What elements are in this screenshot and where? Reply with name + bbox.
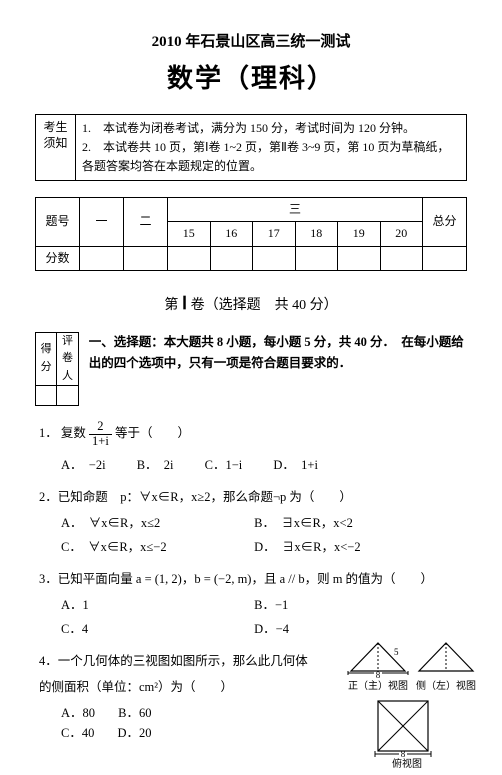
scorer-blank bbox=[36, 386, 57, 406]
scorer-blank bbox=[57, 386, 78, 406]
q3-opt-b: B．−1 bbox=[254, 595, 404, 615]
q2-opt-b: B． ∃x∈R，x<2 bbox=[254, 513, 404, 533]
question-2: 2．已知命题 p：∀x∈R，x≥2，那么命题¬p 为（ ） A． ∀x∈R，x≤… bbox=[35, 487, 467, 557]
q4-text: 一个几何体的三视图如图所示，那么此几何体 bbox=[58, 654, 308, 668]
q4-num: 4． bbox=[39, 654, 58, 668]
section-suffix: 卷（选择题 共 40 分） bbox=[191, 298, 338, 313]
score-col-1: 一 bbox=[80, 198, 124, 246]
scorer-col-2: 评卷人 bbox=[57, 332, 78, 386]
score-table: 题号 一 二 三 总分 15 16 17 18 19 20 分数 bbox=[35, 197, 467, 271]
svg-text:8: 8 bbox=[401, 749, 406, 757]
score-sub-20: 20 bbox=[380, 222, 423, 246]
notice-item-1: 1. 本试卷为闭卷考试，满分为 150 分，考试时间为 120 分钟。 bbox=[82, 119, 460, 138]
score-blank bbox=[295, 246, 338, 270]
q4-diagrams: 8 5 正（主）视图 侧（左）视图 bbox=[337, 639, 477, 773]
section-instructions: 一、选择题：本大题共 8 小题，每小题 5 分，共 40 分． 在每小题给出的四… bbox=[89, 332, 467, 375]
q3-opt-a: A．1 bbox=[61, 595, 211, 615]
square-top-icon: 8 bbox=[372, 699, 434, 757]
score-sub-19: 19 bbox=[338, 222, 381, 246]
score-blank bbox=[253, 246, 296, 270]
q1-frac-num: 2 bbox=[89, 420, 112, 435]
score-blank bbox=[338, 246, 381, 270]
score-blank bbox=[210, 246, 253, 270]
q1-opt-b: B． 2i bbox=[137, 455, 174, 475]
section-1-title: 第 Ⅰ 卷（选择题 共 40 分） bbox=[35, 289, 467, 318]
score-blank bbox=[168, 246, 211, 270]
q3-opt-d: D．−4 bbox=[254, 619, 404, 639]
q1-opt-c: C．1−i bbox=[205, 455, 243, 475]
score-blank bbox=[423, 246, 467, 270]
triangle-side-icon bbox=[415, 639, 477, 679]
score-blank bbox=[380, 246, 423, 270]
q2-opt-d: D． ∃x∈R，x<−2 bbox=[254, 537, 404, 557]
q4-text2: 的侧面积（单位：cm²）为（ ） bbox=[39, 677, 319, 697]
question-4: 8 5 正（主）视图 侧（左）视图 bbox=[35, 651, 467, 743]
q1-opt-d: D． 1+i bbox=[273, 455, 318, 475]
score-header-num: 题号 bbox=[36, 198, 80, 246]
score-col-3: 三 bbox=[168, 198, 423, 222]
q4-top-view: 8 俯视图 bbox=[372, 699, 442, 773]
q4-front-label: 正（主）视图 bbox=[347, 679, 409, 695]
exam-title-subject: 数学（理科） bbox=[35, 58, 467, 100]
q4-side-label: 侧（左）视图 bbox=[415, 679, 477, 695]
q1-post: 等于（ ） bbox=[115, 426, 190, 440]
q2-opt-c: C． ∀x∈R，x≤−2 bbox=[61, 537, 211, 557]
exam-title-year: 2010 年石景山区高三统一测试 bbox=[35, 30, 467, 54]
notice-left-2: 须知 bbox=[42, 135, 69, 152]
score-blank bbox=[80, 246, 124, 270]
scorer-col-1: 得分 bbox=[36, 332, 57, 386]
score-col-total: 总分 bbox=[423, 198, 467, 246]
q3-num: 3． bbox=[39, 572, 58, 586]
question-1: 1． 复数 2 1+i 等于（ ） A． −2i B． 2i C．1−i D． … bbox=[35, 420, 467, 475]
q4-front-view: 8 5 正（主）视图 bbox=[347, 639, 409, 695]
score-row-label: 分数 bbox=[36, 246, 80, 270]
q2-text: 已知命题 p：∀x∈R，x≥2，那么命题¬p 为（ ） bbox=[58, 490, 352, 504]
question-3: 3．已知平面向量 a = (1, 2)，b = (−2, m)，且 a // b… bbox=[35, 569, 467, 639]
q1-num: 1． bbox=[39, 426, 58, 440]
q4-opt-b: B．60 bbox=[118, 703, 151, 723]
q2-num: 2． bbox=[39, 490, 58, 504]
scorer-table: 得分 评卷人 bbox=[35, 332, 79, 407]
q3-text: 已知平面向量 a = (1, 2)，b = (−2, m)，且 a // b，则… bbox=[58, 572, 433, 586]
q4-opt-d: D．20 bbox=[117, 723, 151, 743]
q4-opt-a: A．80 bbox=[61, 703, 95, 723]
notice-left-1: 考生 bbox=[42, 119, 69, 136]
svg-text:8: 8 bbox=[376, 670, 381, 679]
q4-opt-c: C．40 bbox=[61, 723, 94, 743]
q1-opt-a: A． −2i bbox=[61, 455, 106, 475]
score-sub-16: 16 bbox=[210, 222, 253, 246]
section-prefix: 第 bbox=[164, 298, 178, 313]
notice-table: 考生 须知 1. 本试卷为闭卷考试，满分为 150 分，考试时间为 120 分钟… bbox=[35, 114, 467, 182]
q1-pre: 复数 bbox=[61, 426, 86, 440]
score-sub-15: 15 bbox=[168, 222, 211, 246]
q4-side-view: 侧（左）视图 bbox=[415, 639, 477, 695]
triangle-front-icon: 8 5 bbox=[347, 639, 409, 679]
score-sub-17: 17 bbox=[253, 222, 296, 246]
svg-text:5: 5 bbox=[394, 647, 399, 657]
notice-item-2: 2. 本试卷共 10 页，第Ⅰ卷 1~2 页，第Ⅱ卷 3~9 页，第 10 页为… bbox=[82, 138, 460, 176]
score-sub-18: 18 bbox=[295, 222, 338, 246]
q1-frac-den: 1+i bbox=[89, 435, 112, 449]
q1-fraction: 2 1+i bbox=[89, 420, 112, 449]
q2-opt-a: A． ∀x∈R，x≤2 bbox=[61, 513, 211, 533]
score-blank bbox=[124, 246, 168, 270]
q4-top-label: 俯视图 bbox=[372, 757, 442, 773]
score-col-2: 二 bbox=[124, 198, 168, 246]
section-roman: Ⅰ bbox=[182, 293, 187, 313]
q3-opt-c: C．4 bbox=[61, 619, 211, 639]
